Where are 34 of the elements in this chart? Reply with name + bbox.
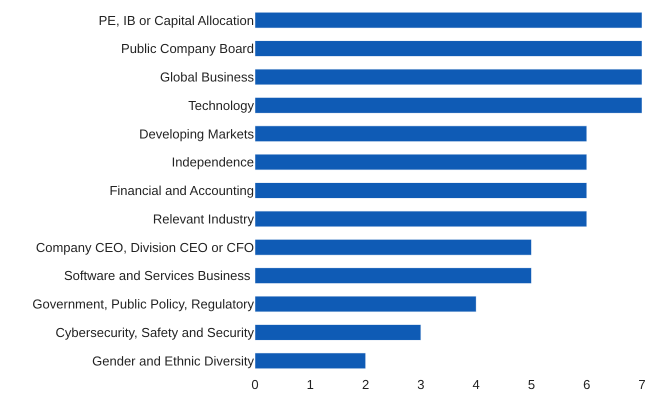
y-tick-label: Global Business [160,70,254,85]
bar [255,12,642,28]
y-tick-label: Financial and Accounting [109,183,254,198]
y-tick-label: Developing Markets [139,126,254,142]
y-tick-label: Relevant Industry [152,211,254,226]
bar [255,97,642,114]
bar [255,40,642,57]
x-tick-label: 5 [528,377,536,392]
y-tick-label: Gender and Ethnic Diversity [92,353,254,368]
y-tick-label: Independence [172,154,254,170]
y-tick-label: Public Company Board [121,41,254,56]
x-tick-label: 2 [362,377,370,392]
bar [255,239,532,256]
bar [255,210,587,227]
x-tick-label: 7 [638,377,646,392]
bar [255,154,587,170]
x-tick-label: 0 [251,377,259,392]
y-tick-label: PE, IB or Capital Allocation [98,12,254,28]
y-tick-label: Cybersecurity, Safety and Security [56,324,254,340]
y-tick-label: Technology [188,98,254,113]
x-tick-label: 6 [583,377,590,392]
y-tick-label: Software and Services Business [64,268,254,284]
x-tick-label: 1 [306,377,314,392]
x-tick-label: 4 [472,377,480,392]
bar [255,352,366,369]
y-tick-label: Government, Public Policy, Regulatory [32,296,254,312]
bar [255,296,476,312]
x-tick-label: 3 [417,377,424,392]
bar [255,324,422,340]
bar [255,68,642,86]
bar [255,182,587,199]
y-tick-label: Company CEO, Division CEO or CFO [36,240,254,255]
bar [255,268,532,284]
bar [255,126,587,142]
